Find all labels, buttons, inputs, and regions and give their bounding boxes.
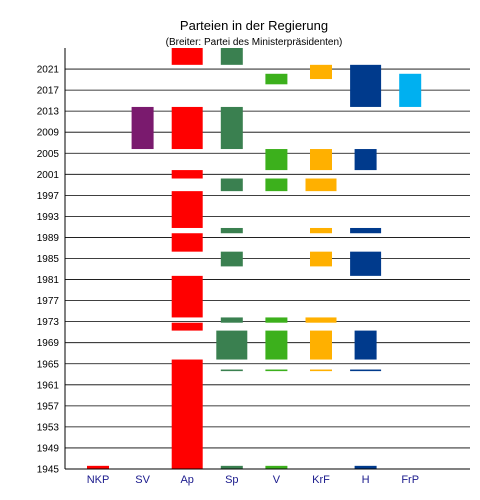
y-tick-label: 1989 (37, 233, 60, 244)
x-tick-label: V (273, 474, 281, 486)
chart-title: Parteien in der Regierung (180, 18, 328, 33)
x-tick-label: KrF (312, 474, 330, 486)
bar-v (265, 465, 288, 469)
bar-h (350, 251, 382, 276)
y-tick-label: 1945 (37, 465, 60, 476)
bar-v (265, 330, 288, 360)
y-tick-label: 1965 (37, 359, 60, 370)
x-tick-label: H (362, 474, 370, 486)
y-tick-label: 2021 (37, 65, 60, 76)
bar-sp (220, 48, 243, 65)
bar-sp (220, 317, 243, 323)
y-tick-label: 1969 (37, 338, 60, 349)
y-tick-label: 1993 (37, 212, 60, 223)
bar-krf (305, 178, 337, 192)
x-tick-label: SV (135, 474, 150, 486)
bar-ap (171, 48, 203, 65)
bar-ap (171, 233, 203, 252)
bar-sp (220, 227, 243, 234)
bar-ap (171, 106, 203, 150)
bar-h (350, 227, 382, 234)
axes (64, 48, 470, 470)
bar-krf (310, 149, 332, 171)
bar-sp (220, 106, 243, 150)
bar-sv (131, 106, 154, 150)
bar-h (350, 369, 382, 372)
y-tick-labels: 1945 1949 1953 1957 1961 1965 1969 1973 1977 1981… (37, 65, 60, 476)
x-tick-label: FrP (401, 474, 419, 486)
y-tick-label: 2009 (37, 128, 60, 139)
bar-nkp (87, 465, 109, 469)
y-tick-label: 1949 (37, 443, 60, 454)
bar-sp (220, 178, 243, 192)
bar-sp (220, 251, 243, 267)
y-tick-label: 1953 (37, 422, 60, 433)
bar-ap (171, 170, 203, 179)
y-tick-label: 1977 (37, 296, 60, 307)
bar-v (265, 178, 288, 192)
y-tick-label: 1997 (37, 191, 60, 202)
x-tick-label: Ap (180, 474, 193, 486)
x-tick-labels: NKP SV Ap Sp V KrF H FrP (87, 474, 419, 486)
bar-krf (305, 317, 337, 323)
chart-subtitle: (Breiter: Partei des Ministerpräsidenten… (166, 37, 343, 48)
bar-krf (310, 64, 332, 80)
gridlines (65, 68, 470, 470)
y-tick-label: 2001 (37, 170, 60, 181)
bar-v (265, 317, 288, 323)
bar-ap (171, 191, 203, 228)
bar-v (265, 73, 288, 85)
bar-v (265, 149, 288, 171)
bar-v (265, 369, 288, 372)
bar-h (354, 330, 377, 360)
bar-h (354, 149, 377, 171)
bar-ap (171, 275, 203, 318)
bar-krf (310, 251, 332, 267)
y-tick-label: 1985 (37, 254, 60, 265)
bar-krf (310, 369, 332, 372)
y-tick-label: 2013 (37, 107, 60, 118)
bar-ap (171, 359, 203, 469)
bar-ap (171, 322, 203, 331)
y-tick-label: 1981 (37, 275, 60, 286)
bar-h (354, 465, 377, 469)
bar-sp (216, 330, 248, 360)
bar-sp (220, 465, 243, 469)
bar-h (350, 64, 382, 107)
y-tick-label: 1961 (37, 380, 60, 391)
y-tick-label: 1973 (37, 317, 60, 328)
y-tick-label: 1957 (37, 401, 60, 412)
bar-frp (399, 73, 422, 107)
bars (87, 48, 422, 469)
y-tick-label: 2017 (37, 86, 60, 97)
bar-krf (310, 330, 332, 360)
y-tick-label: 2005 (37, 149, 60, 160)
bar-krf (310, 227, 332, 234)
x-tick-label: Sp (225, 474, 238, 486)
x-tick-label: NKP (87, 474, 110, 486)
bar-sp (220, 369, 243, 372)
